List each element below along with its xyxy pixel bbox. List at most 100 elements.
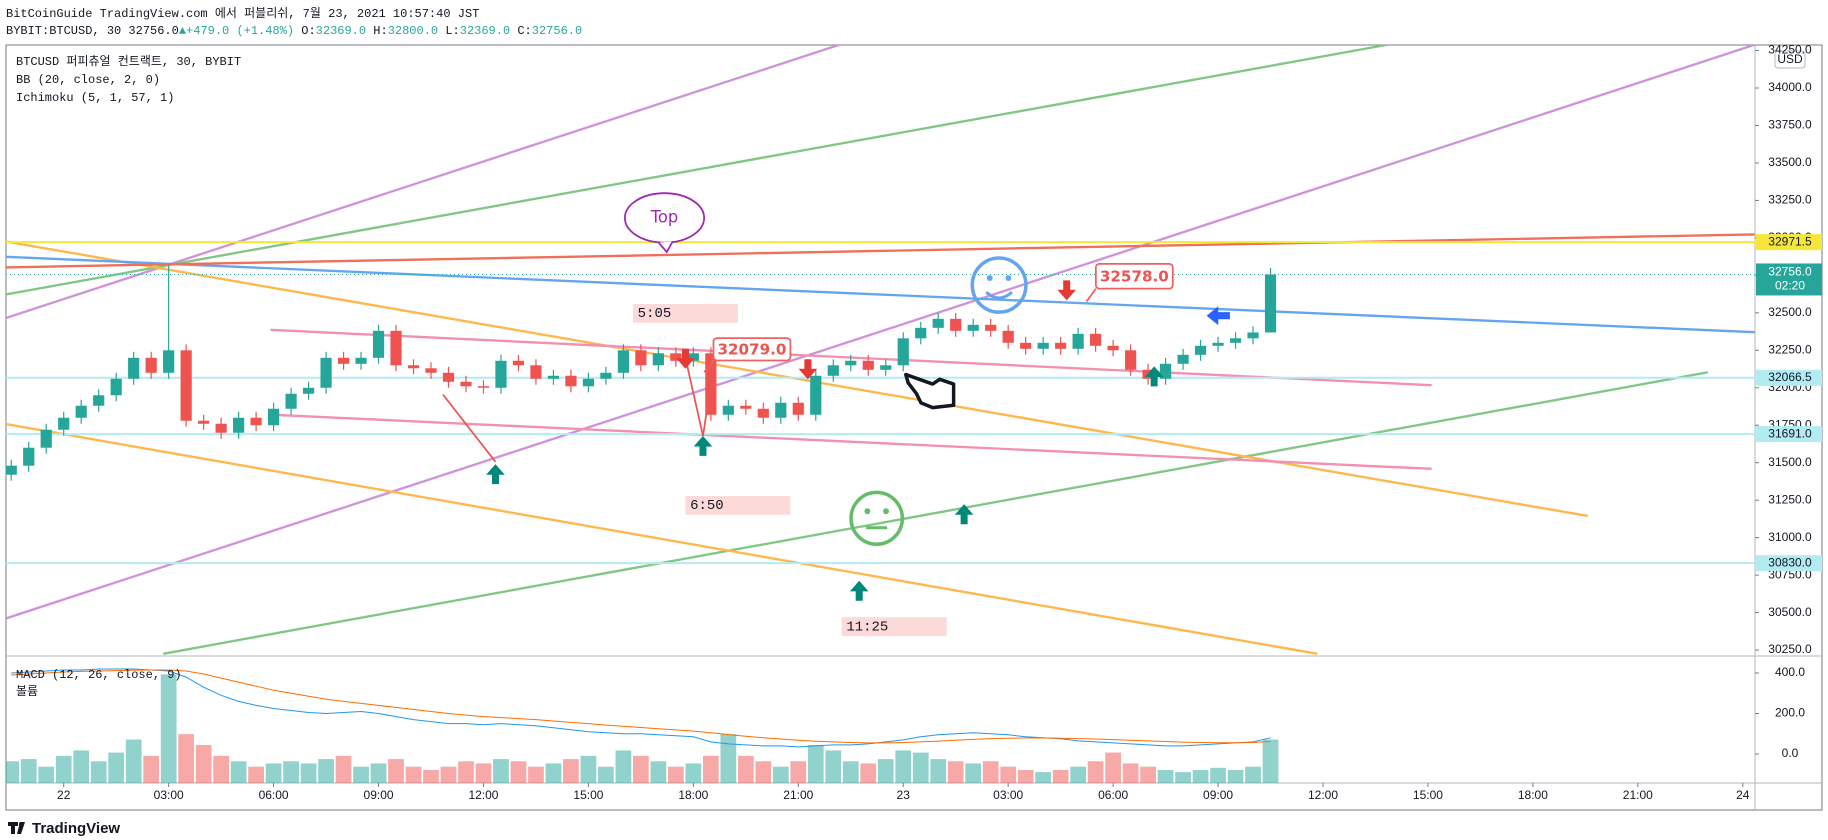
trend-line xyxy=(6,45,840,320)
candle-body xyxy=(775,402,787,418)
candle-body xyxy=(845,360,857,366)
volume-bar xyxy=(772,766,789,783)
left-arrow xyxy=(1206,306,1230,326)
ohlc-c: 32756.0 xyxy=(532,24,582,38)
currency-box xyxy=(1774,50,1806,69)
x-tick-label: 06:00 xyxy=(259,788,289,802)
level-label-box xyxy=(1756,555,1822,572)
candle-body xyxy=(652,353,664,366)
ohlc-h: 32800.0 xyxy=(388,24,438,38)
neutral-face xyxy=(849,490,905,547)
candle-body xyxy=(617,350,629,373)
trend-line xyxy=(6,45,1755,620)
volume-bar xyxy=(73,750,90,783)
macd-pane xyxy=(6,668,1279,783)
volume-bar xyxy=(510,761,527,783)
macd-line xyxy=(11,669,1271,744)
last-price-label: 32756.0 xyxy=(1768,265,1812,279)
time-box xyxy=(633,303,738,323)
candle-body xyxy=(1264,274,1277,333)
volume-bar xyxy=(1017,769,1034,783)
candle-body xyxy=(75,405,87,418)
volume-bar xyxy=(930,759,947,783)
candle-body xyxy=(372,330,385,358)
y-tick-label: 32250.0 xyxy=(1768,342,1812,356)
candle-body xyxy=(355,357,367,364)
candle-body xyxy=(250,417,262,426)
trend-line xyxy=(6,233,1755,269)
y-tick-label: 400.0 xyxy=(1775,665,1805,679)
volume-bar xyxy=(528,766,544,783)
volume-bar xyxy=(230,761,247,783)
volume-bar xyxy=(248,766,264,783)
down-arrows xyxy=(676,280,1077,380)
symbol: BYBIT:BTCUSD, 30 xyxy=(6,24,121,38)
candle-body xyxy=(1090,333,1102,346)
volume-bar xyxy=(755,761,772,783)
candle-body xyxy=(1194,345,1207,355)
up-arrow xyxy=(849,580,869,601)
candle-body xyxy=(425,368,437,373)
candle-body xyxy=(1212,342,1224,346)
x-tick-label: 15:00 xyxy=(1413,788,1443,802)
currency: USD xyxy=(1777,52,1803,66)
candle-body xyxy=(897,338,909,366)
up-arrow xyxy=(486,464,505,485)
price: 32756.0 xyxy=(128,24,178,38)
candle-body xyxy=(128,357,140,379)
volume-bar xyxy=(1122,763,1139,783)
candle-body xyxy=(722,405,734,415)
candle-body xyxy=(233,417,245,433)
level-label-box xyxy=(1756,426,1822,443)
brand-logo: TradingView xyxy=(8,820,120,837)
level-label-box xyxy=(1756,234,1822,251)
volume-bar xyxy=(423,769,439,783)
candle-body xyxy=(915,327,927,339)
level-label: 32066.5 xyxy=(1768,370,1812,384)
volume-bar xyxy=(353,766,369,783)
callout-tail xyxy=(658,241,674,254)
candle-body xyxy=(145,357,157,373)
volume-bar xyxy=(702,755,719,783)
drawings xyxy=(6,45,1755,655)
legend-bb: BB (20, close, 2, 0) xyxy=(16,73,160,87)
volume-bar xyxy=(790,761,807,783)
trend-line xyxy=(163,371,1709,655)
axes: 30250.030500.030750.031000.031250.031500… xyxy=(57,43,1822,802)
candle-body xyxy=(880,365,892,370)
volume-bar xyxy=(633,755,649,783)
candle-body xyxy=(442,372,455,382)
x-tick-label: 12:00 xyxy=(468,788,498,802)
volume-bar xyxy=(598,766,614,783)
volume-bar xyxy=(475,763,492,783)
volume-bar xyxy=(1175,772,1191,783)
legend-main: BTCUSD 퍼피츄얼 컨트랙트, 30, BYBIT xyxy=(16,54,241,69)
volume-bar xyxy=(318,759,334,783)
candle-body xyxy=(950,318,962,331)
time-box-text: 11:25 xyxy=(846,619,888,635)
candle-body xyxy=(670,353,682,361)
candle-body xyxy=(1037,342,1049,349)
candle-body xyxy=(985,324,997,331)
y-tick-label: 34000.0 xyxy=(1768,80,1812,94)
y-tick-label: 34250.0 xyxy=(1768,43,1812,57)
volume-bar xyxy=(1227,769,1244,783)
last-price-box xyxy=(1756,263,1822,296)
volume-bar xyxy=(685,763,702,783)
x-tick-label: 24 xyxy=(1736,788,1750,802)
candle-body xyxy=(565,375,577,387)
y-tick-label: 31500.0 xyxy=(1768,455,1812,469)
volume-bar xyxy=(807,744,824,783)
x-tick-label: 09:00 xyxy=(1203,788,1233,802)
candle-body xyxy=(687,353,699,361)
y-tick-label: 31000.0 xyxy=(1768,530,1812,544)
time-box-text: 6:50 xyxy=(690,498,724,514)
volume-bar xyxy=(38,766,55,783)
volume-bar xyxy=(265,763,282,783)
volume-bar xyxy=(213,755,229,783)
volume-bar xyxy=(912,752,929,783)
volume-bar xyxy=(195,744,212,783)
volume-bar xyxy=(842,761,859,783)
candle-body xyxy=(635,350,647,366)
